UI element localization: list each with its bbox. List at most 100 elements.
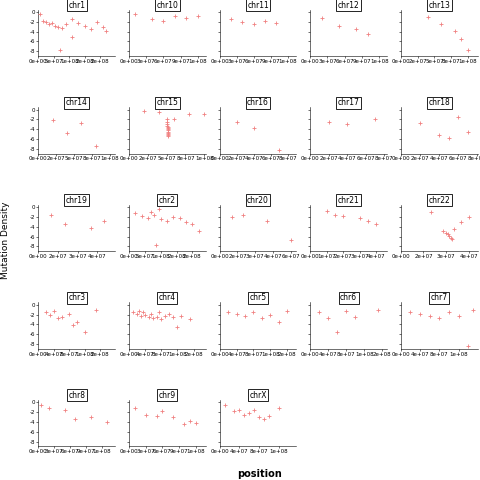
Point (73, 318, 81, 326)
Point (63, 129, 71, 137)
Point (45, 21, 53, 28)
Point (250, 406, 258, 414)
Point (45, 405, 53, 412)
Point (92, 143, 100, 150)
Point (81, 328, 89, 336)
Point (174, 323, 181, 331)
Point (153, 412, 161, 420)
Point (36, 10, 44, 17)
Text: Mutation Density: Mutation Density (1, 201, 10, 279)
Point (245, 409, 253, 417)
Point (164, 132, 172, 140)
Point (50, 307, 58, 314)
Point (364, 30, 372, 38)
Point (342, 307, 350, 314)
Point (129, 308, 137, 316)
Point (241, 312, 249, 319)
Title: chr20: chr20 (247, 196, 269, 204)
Point (451, 27, 458, 35)
Point (170, 116, 178, 123)
Point (58, 313, 65, 321)
Point (46, 311, 54, 318)
Point (240, 211, 247, 218)
Point (131, 11, 139, 18)
Point (70, 322, 77, 329)
Title: chr18: chr18 (428, 98, 450, 107)
Point (250, 124, 257, 132)
Point (239, 18, 246, 25)
Point (180, 420, 188, 428)
Point (333, 328, 341, 336)
Point (55, 23, 62, 31)
Title: chr12: chr12 (338, 0, 360, 10)
Point (250, 21, 258, 28)
Point (58, 24, 65, 32)
Title: chr11: chr11 (247, 0, 269, 10)
Point (139, 308, 147, 316)
Title: chr3: chr3 (68, 293, 85, 302)
Point (103, 418, 111, 426)
Point (186, 316, 193, 324)
Point (164, 125, 171, 133)
Point (427, 208, 435, 216)
Point (142, 411, 149, 419)
Point (318, 14, 325, 22)
Text: position: position (237, 469, 282, 479)
Point (182, 218, 190, 226)
Point (137, 312, 145, 319)
Point (465, 343, 472, 350)
Point (169, 313, 177, 321)
Point (72, 416, 79, 423)
Point (445, 232, 453, 240)
Point (138, 212, 145, 220)
Point (364, 217, 372, 225)
Point (374, 306, 382, 313)
Point (164, 128, 172, 135)
Point (450, 226, 457, 233)
Point (178, 312, 185, 319)
Point (156, 308, 163, 316)
Point (169, 413, 177, 421)
Point (444, 230, 452, 238)
Point (93, 306, 100, 313)
Point (164, 122, 171, 130)
Point (416, 120, 424, 127)
Point (416, 310, 424, 317)
Point (325, 118, 333, 126)
Point (233, 118, 240, 126)
Point (426, 312, 433, 319)
Point (186, 417, 194, 425)
Point (75, 19, 83, 27)
Title: chr10: chr10 (156, 0, 179, 10)
Point (87, 413, 95, 421)
Point (448, 235, 456, 243)
Point (54, 315, 61, 323)
Point (339, 212, 347, 220)
Title: chr13: chr13 (428, 0, 450, 10)
Point (442, 229, 450, 237)
Title: chr21: chr21 (338, 196, 360, 204)
Point (315, 308, 323, 316)
Point (273, 19, 280, 27)
Point (356, 214, 363, 222)
Point (154, 313, 161, 321)
Title: chr4: chr4 (159, 293, 176, 302)
Point (236, 406, 243, 414)
Point (141, 311, 149, 318)
Point (424, 13, 432, 21)
Point (240, 411, 248, 419)
Point (169, 213, 177, 220)
Point (166, 310, 173, 317)
Point (224, 308, 232, 316)
Point (157, 216, 165, 223)
Point (221, 401, 228, 408)
Point (42, 18, 50, 25)
Point (455, 312, 463, 319)
Point (469, 306, 477, 313)
Point (164, 129, 172, 136)
Point (161, 312, 169, 319)
Point (195, 227, 203, 235)
Point (265, 412, 273, 420)
Point (464, 47, 472, 54)
Point (371, 116, 379, 123)
